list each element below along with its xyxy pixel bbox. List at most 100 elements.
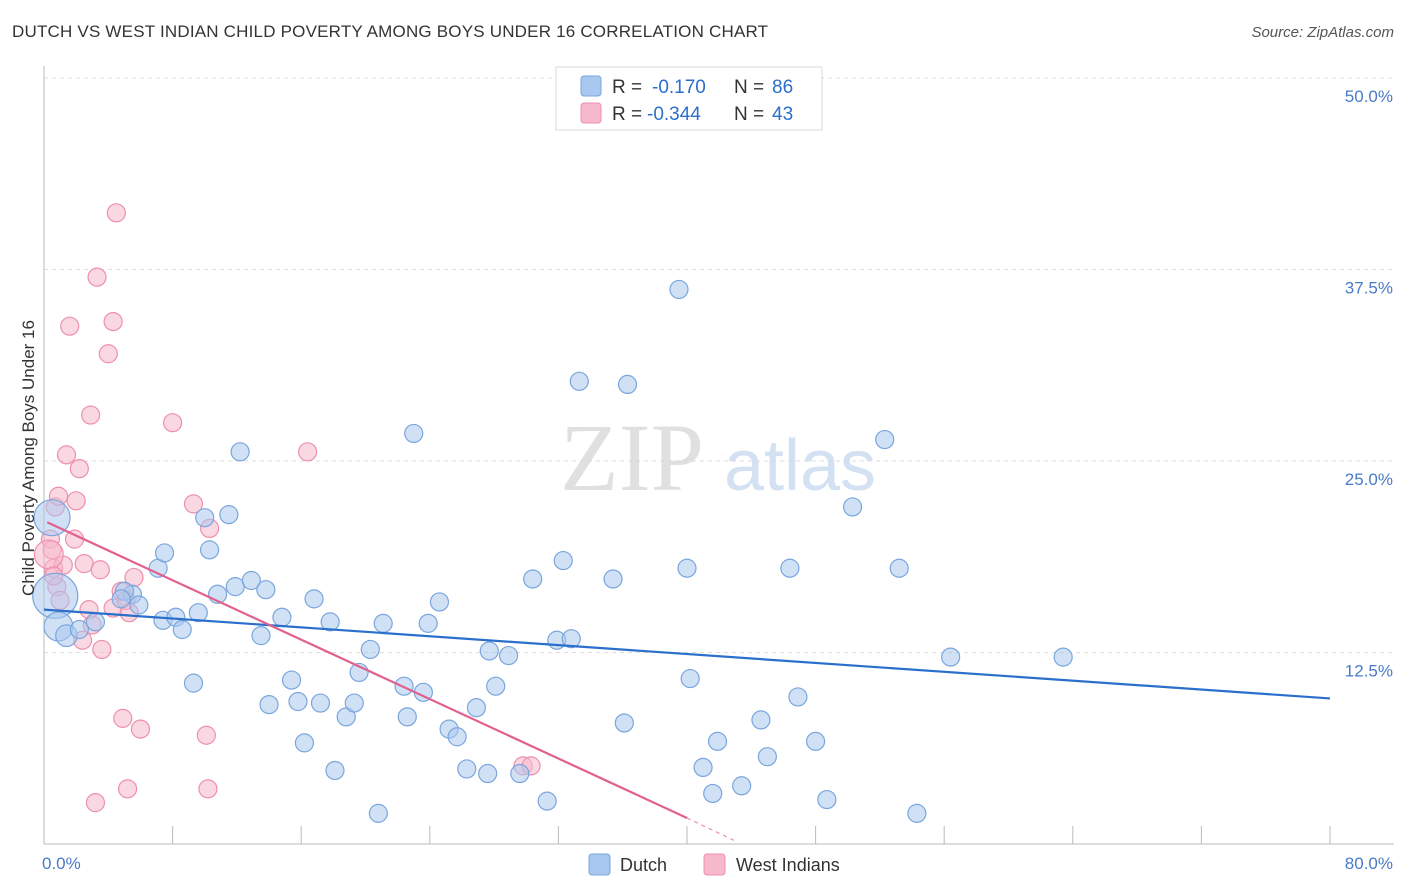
dutch-point-30 — [294, 733, 315, 753]
dutch-point-43 — [404, 423, 424, 444]
west-indians-point-32 — [130, 719, 151, 739]
x-tick-label-0: 0.0% — [42, 854, 81, 873]
dutch-point-40 — [373, 613, 393, 633]
bottom-legend-swatch-west-indians — [703, 853, 726, 876]
dutch-point-46 — [429, 592, 450, 612]
west-indians-point-16 — [81, 405, 101, 425]
dutch-point-68 — [693, 757, 713, 778]
dutch-point-36 — [344, 693, 364, 713]
legend-n-value-west-indians: 43 — [772, 104, 793, 125]
dutch-point-8 — [111, 589, 131, 609]
west-indians-point-33 — [163, 413, 183, 433]
watermark-atlas: atlas — [724, 426, 876, 506]
dutch-point-32 — [310, 693, 331, 713]
dutch-point-4 — [69, 619, 89, 640]
y-tick-label-3: 50.0% — [1345, 87, 1393, 106]
dutch-point-59 — [553, 550, 573, 571]
dutch-point-9 — [129, 595, 149, 615]
west-indians-point-19 — [87, 267, 107, 287]
y-tick-label-2: 37.5% — [1345, 279, 1393, 298]
dutch-point-63 — [614, 713, 634, 733]
legend-swatch-west-indians — [580, 102, 602, 124]
dutch-point-61 — [569, 371, 589, 391]
dutch-point-49 — [457, 759, 477, 779]
dutch-point-55 — [510, 763, 530, 784]
dutch-point-53 — [486, 676, 506, 696]
dutch-point-31 — [304, 589, 324, 609]
dutch-point-13 — [154, 543, 175, 563]
west-indians-point-22 — [98, 344, 118, 364]
dutch-point-29 — [288, 691, 308, 712]
legend-r-label-dutch: R = — [612, 77, 642, 98]
dutch-point-67 — [680, 668, 700, 689]
dutch-point-45 — [418, 613, 438, 633]
west-indians-point-11 — [66, 491, 86, 511]
dutch-point-81 — [907, 803, 927, 823]
dutch-point-71 — [732, 776, 752, 796]
dutch-point-14 — [172, 619, 192, 640]
dutch-point-42 — [397, 707, 417, 727]
dutch-point-77 — [817, 789, 837, 810]
west-indians-point-9 — [60, 316, 80, 336]
west-indians-point-29 — [117, 779, 138, 799]
dutch-point-15 — [183, 673, 204, 693]
legend-n-label-west-indians: N = — [734, 104, 764, 125]
dutch-point-34 — [325, 760, 345, 781]
dutch-point-26 — [259, 694, 279, 715]
legend-r-value-west-indians: -0.344 — [647, 104, 701, 125]
dutch-point-54 — [498, 645, 519, 666]
y-tick-label-0: 12.5% — [1345, 662, 1393, 681]
dutch-point-27 — [272, 607, 292, 627]
dutch-point-33 — [320, 612, 340, 632]
chart-title: DUTCH VS WEST INDIAN CHILD POVERTY AMONG… — [12, 22, 769, 41]
west-indians-point-36 — [198, 779, 218, 799]
dutch-point-80 — [889, 558, 909, 578]
legend-r-label-west-indians: R = — [612, 104, 642, 125]
west-indians-point-8 — [56, 445, 77, 465]
dutch-point-56 — [523, 569, 543, 589]
dutch-point-39 — [368, 803, 388, 823]
watermark: ZIP atlas — [560, 404, 876, 511]
west-indians-trend-extension — [686, 817, 736, 842]
dutch-point-79 — [875, 429, 895, 450]
dutch-point-52 — [479, 641, 499, 661]
dutch-point-76 — [805, 731, 826, 751]
dutch-point-82 — [941, 647, 961, 667]
dutch-trend-line — [43, 608, 1331, 700]
dutch-point-18 — [199, 540, 220, 560]
bottom-legend-swatch-dutch — [588, 853, 611, 876]
bottom-legend-dutch: Dutch — [620, 855, 667, 875]
dutch-point-62 — [603, 569, 623, 589]
dutch-point-69 — [703, 783, 723, 804]
dutch-point-83 — [1053, 647, 1073, 667]
tick-labels: 12.5% 25.0% 37.5% 50.0% 0.0% 80.0% — [42, 87, 1393, 873]
dutch-point-65 — [669, 279, 689, 300]
watermark-zip: ZIP — [560, 404, 704, 511]
west-indians-point-35 — [196, 725, 216, 745]
dutch-point-22 — [230, 442, 250, 462]
west-indians-points — [33, 203, 541, 813]
legend-swatch-dutch — [580, 75, 602, 97]
west-indians-point-41 — [33, 539, 64, 570]
bottom-legend-west-indians: West Indians — [736, 855, 840, 875]
west-indians-point-23 — [103, 311, 123, 332]
dutch-point-75 — [788, 687, 808, 707]
dutch-point-16 — [188, 603, 208, 623]
dutch-point-38 — [360, 639, 380, 660]
dutch-point-0 — [33, 499, 71, 537]
legend-n-label-dutch: N = — [734, 77, 764, 98]
dutch-point-74 — [780, 558, 800, 578]
west-indians-point-34 — [183, 494, 204, 514]
dutch-point-24 — [251, 626, 271, 646]
source-label: Source: ZipAtlas.com — [1251, 24, 1394, 41]
dutch-point-21 — [225, 577, 245, 597]
axis-layer — [43, 66, 1394, 845]
dutch-point-17 — [195, 508, 215, 528]
west-indians-point-20 — [90, 560, 110, 580]
dutch-point-20 — [219, 505, 239, 525]
grid-layer — [44, 77, 1394, 653]
legend-r-value-dutch: -0.170 — [652, 77, 706, 98]
dutch-points — [32, 279, 1073, 823]
west-indians-point-18 — [85, 793, 106, 813]
